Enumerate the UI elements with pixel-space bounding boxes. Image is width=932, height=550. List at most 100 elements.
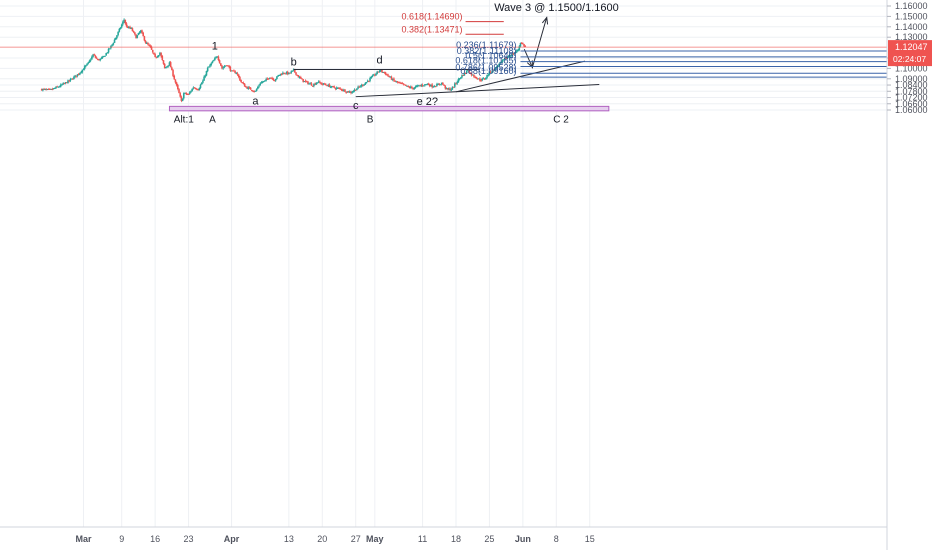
candle-body [85,65,87,66]
candle-body [171,68,173,70]
x-tick-label: 18 [451,534,461,544]
candle-body [262,82,264,83]
candle-body [255,91,257,92]
candle-body [219,60,221,63]
candle-body [147,43,149,45]
candle-body [145,41,147,43]
candle-body [224,66,226,67]
candle-body [397,81,399,82]
candle-body [104,56,106,57]
candle-body [153,53,155,55]
candle-body [298,75,300,77]
candle-body [160,53,162,56]
candle-body [259,84,261,86]
candle-body [170,62,172,67]
candle-body [289,73,291,74]
candle-body [360,86,362,87]
candle-body [152,50,154,52]
candle-body [228,66,230,67]
candle-body [213,60,215,61]
alt-box-label: C 2 [553,114,569,125]
candle-body [480,80,482,81]
candle-body [136,35,138,38]
x-tick-label: 27 [351,534,361,544]
candle-body [435,86,437,87]
candle-body [250,88,252,90]
candle-body [175,79,177,82]
candle-body [189,92,191,94]
wave-label: d [377,54,383,66]
candle-body [91,57,93,60]
candle-body [351,92,353,93]
wave-label: b [291,56,297,68]
fib-level-label: 0.88(1.09160) [460,66,516,76]
candle-body [244,84,246,87]
candle-body [121,25,123,28]
candle-body [237,73,239,74]
candle-body [442,83,444,85]
candle-body [423,86,425,87]
candle-body [440,84,442,85]
candle-body [99,59,101,61]
candle-body [79,73,81,75]
candle-body [132,28,134,31]
candle-body [200,85,202,88]
candle-body [456,82,458,84]
candle-body [353,91,355,92]
y-tick-label: 1.15000 [895,11,928,21]
candle-body [165,67,167,68]
candle-body [176,82,178,85]
candle-body [204,76,206,77]
candle-body [108,49,110,53]
candle-body [206,71,208,76]
candle-body [183,93,185,98]
x-tick-label: 20 [317,534,327,544]
candle-body [114,40,116,43]
candle-body [83,69,85,70]
candle-body [144,36,146,40]
candle-body [375,74,377,75]
candle-body [370,77,372,78]
candle-body [95,56,97,58]
candle-body [325,84,327,85]
candle-body [275,79,277,81]
candle-body [393,78,395,80]
candle-body [300,77,302,78]
bar-countdown-label: 02:24:07 [893,54,926,64]
candle-body [201,83,203,85]
candle-body [372,76,374,78]
candle-body [126,23,128,26]
candle-body [238,74,240,77]
candle-body [138,33,140,35]
wave-label: e 2? [417,96,438,108]
candle-body [96,58,98,59]
candle-body [107,52,109,53]
candle-body [458,79,460,82]
candle-body [105,53,107,55]
x-tick-label: 9 [119,534,124,544]
candle-body [450,90,452,91]
candle-body [115,38,117,40]
candle-body [202,81,204,83]
candle-body [292,70,294,71]
candle-body [73,77,75,79]
candle-body [341,89,343,90]
x-tick-label: 8 [554,534,559,544]
candle-body [163,60,165,64]
candle-body [381,70,383,72]
candle-body [52,89,54,90]
candle-body [329,85,331,88]
candle-body [356,89,358,90]
x-tick-label: 15 [585,534,595,544]
candle-body [133,31,135,32]
candle-body [220,63,222,65]
candle-body [333,86,335,87]
candle-body [117,32,119,35]
candle-body [460,77,462,78]
candle-body [387,74,389,76]
candle-body [59,86,61,87]
candle-body [212,61,214,63]
candle-body [109,48,111,49]
candle-body [368,81,370,82]
candle-body [124,20,126,24]
